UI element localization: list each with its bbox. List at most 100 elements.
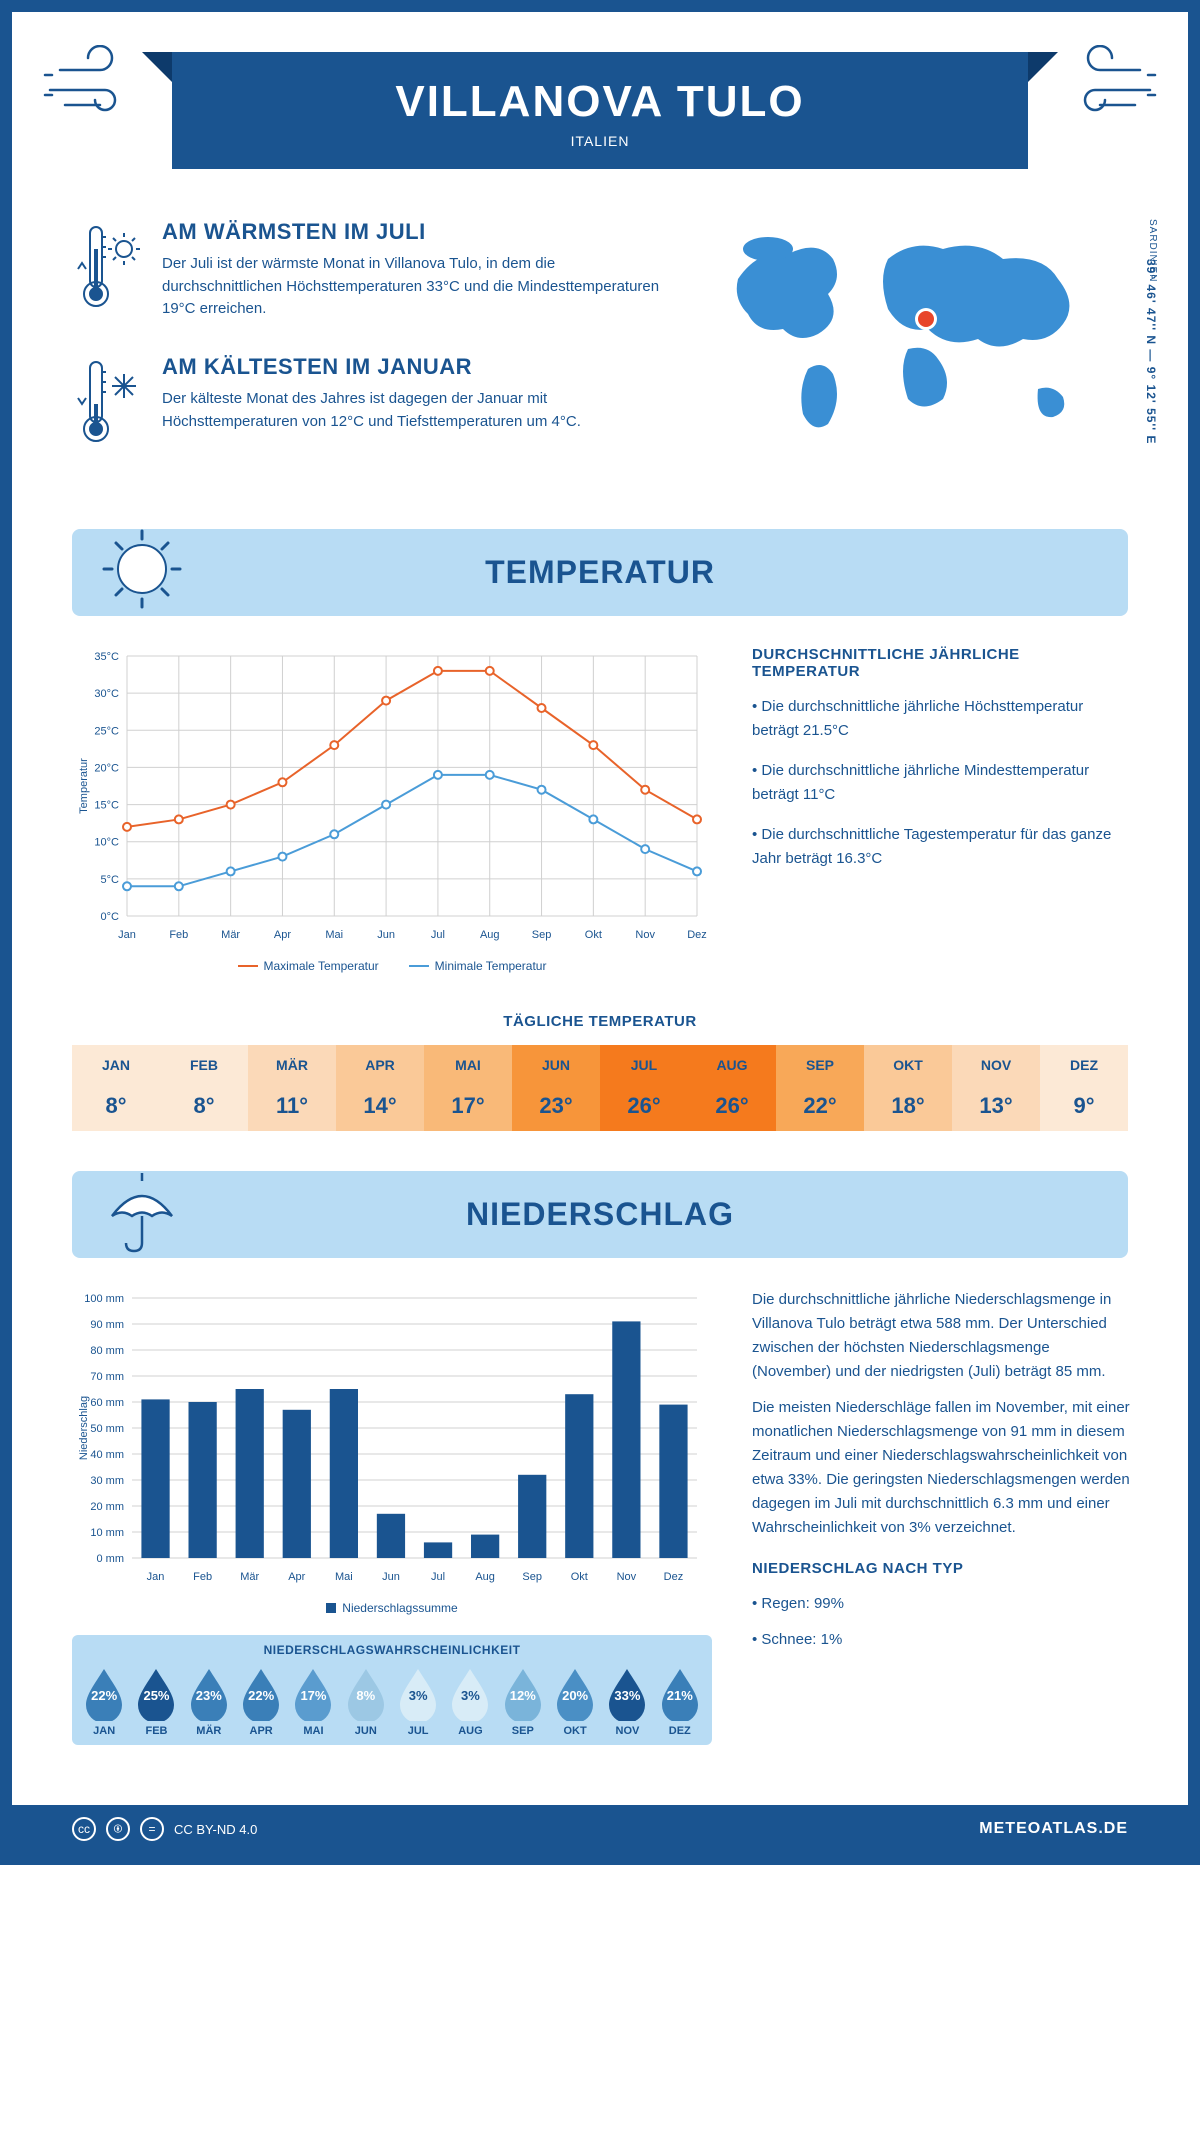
- svg-text:Jul: Jul: [431, 1571, 445, 1583]
- temp-cell: FEB8°: [160, 1045, 248, 1131]
- svg-text:Apr: Apr: [274, 929, 291, 941]
- svg-text:Nov: Nov: [635, 929, 655, 941]
- precip-type-title: NIEDERSCHLAG NACH TYP: [752, 1560, 1132, 1577]
- svg-text:30 mm: 30 mm: [90, 1475, 124, 1487]
- warmest-title: AM WÄRMSTEN IM JULI: [162, 219, 668, 245]
- svg-text:Aug: Aug: [480, 929, 500, 941]
- svg-text:Okt: Okt: [585, 929, 602, 941]
- svg-text:50 mm: 50 mm: [90, 1423, 124, 1435]
- temp-info-title: DURCHSCHNITTLICHE JÄHRLICHE TEMPERATUR: [752, 646, 1132, 680]
- svg-text:100 mm: 100 mm: [84, 1293, 124, 1305]
- svg-text:Jun: Jun: [382, 1571, 400, 1583]
- svg-text:Mai: Mai: [335, 1571, 353, 1583]
- svg-text:Aug: Aug: [475, 1571, 495, 1583]
- svg-text:35°C: 35°C: [94, 651, 119, 663]
- by-icon: 🅯: [106, 1817, 130, 1841]
- probability-drop: 23%MÄR: [185, 1665, 233, 1737]
- svg-text:Jan: Jan: [147, 1571, 165, 1583]
- cc-icon: cc: [72, 1817, 96, 1841]
- temperature-banner: TEMPERATUR: [72, 529, 1128, 616]
- svg-text:10 mm: 10 mm: [90, 1527, 124, 1539]
- probability-drop: 3%JUL: [394, 1665, 442, 1737]
- temp-cell: MAI17°: [424, 1045, 512, 1131]
- precipitation-title: NIEDERSCHLAG: [112, 1196, 1088, 1233]
- coldest-title: AM KÄLTESTEN IM JANUAR: [162, 354, 668, 380]
- svg-text:Okt: Okt: [571, 1571, 588, 1583]
- temp-chart-legend: Maximale Temperatur Minimale Temperatur: [72, 959, 712, 973]
- svg-text:80 mm: 80 mm: [90, 1345, 124, 1357]
- svg-text:15°C: 15°C: [94, 800, 119, 812]
- svg-text:70 mm: 70 mm: [90, 1371, 124, 1383]
- precip-chart-legend: Niederschlagssumme: [72, 1601, 712, 1615]
- nd-icon: =: [140, 1817, 164, 1841]
- location-title: VILLANOVA TULO: [212, 77, 988, 127]
- precipitation-bar-chart: 0 mm 10 mm 20 mm 30 mm 40 mm 50 mm 60 mm 70 mm 8…: [72, 1288, 712, 1588]
- svg-text:25°C: 25°C: [94, 725, 119, 737]
- temp-bullet-1: • Die durchschnittliche jährliche Höchst…: [752, 695, 1132, 743]
- svg-text:90 mm: 90 mm: [90, 1319, 124, 1331]
- coordinates-label: 39° 46' 47'' N — 9° 12' 55'' E: [1144, 259, 1158, 444]
- probability-drop: 33%NOV: [603, 1665, 651, 1737]
- probability-drop: 20%OKT: [551, 1665, 599, 1737]
- temp-bullet-2: • Die durchschnittliche jährliche Mindes…: [752, 759, 1132, 807]
- temp-cell: JAN8°: [72, 1045, 160, 1131]
- coldest-text: Der kälteste Monat des Jahres ist dagege…: [162, 388, 668, 433]
- svg-text:Mär: Mär: [240, 1571, 259, 1583]
- thermometer-sun-icon: [72, 219, 142, 319]
- temp-cell: OKT18°: [864, 1045, 952, 1131]
- probability-title: NIEDERSCHLAGSWAHRSCHEINLICHKEIT: [80, 1643, 704, 1657]
- legend-max: Maximale Temperatur: [264, 959, 379, 973]
- daily-temp-title: TÄGLICHE TEMPERATUR: [12, 1013, 1188, 1030]
- country-subtitle: ITALIEN: [212, 133, 988, 149]
- svg-text:30°C: 30°C: [94, 688, 119, 700]
- site-name: METEOATLAS.DE: [979, 1820, 1128, 1838]
- svg-text:5°C: 5°C: [101, 874, 120, 886]
- page-header: VILLANOVA TULO ITALIEN: [172, 52, 1028, 169]
- svg-text:40 mm: 40 mm: [90, 1449, 124, 1461]
- page-footer: cc 🅯 = CC BY-ND 4.0 METEOATLAS.DE: [12, 1805, 1188, 1853]
- temp-cell: JUN23°: [512, 1045, 600, 1131]
- warmest-text: Der Juli ist der wärmste Monat in Villan…: [162, 253, 668, 321]
- legend-precip: Niederschlagssumme: [342, 1601, 457, 1615]
- wind-icon: [1040, 45, 1160, 125]
- svg-text:Jul: Jul: [431, 929, 445, 941]
- probability-drop: 8%JUN: [342, 1665, 390, 1737]
- svg-text:20°C: 20°C: [94, 762, 119, 774]
- precipitation-probability-box: NIEDERSCHLAGSWAHRSCHEINLICHKEIT 22%JAN25…: [72, 1635, 712, 1745]
- svg-text:Feb: Feb: [169, 929, 188, 941]
- temp-cell: JUL26°: [600, 1045, 688, 1131]
- svg-text:Mär: Mär: [221, 929, 240, 941]
- temperature-line-chart: 0°C5°C10°C15°C20°C25°C30°C35°CJanFebMärA…: [72, 646, 712, 946]
- temp-cell: NOV13°: [952, 1045, 1040, 1131]
- svg-text:Sep: Sep: [522, 1571, 542, 1583]
- svg-text:Temperatur: Temperatur: [78, 758, 90, 814]
- probability-drop: 25%FEB: [132, 1665, 180, 1737]
- probability-drop: 17%MAI: [289, 1665, 337, 1737]
- svg-text:Jun: Jun: [377, 929, 395, 941]
- temp-cell: MÄR11°: [248, 1045, 336, 1131]
- coldest-fact: AM KÄLTESTEN IM JANUAR Der kälteste Mona…: [72, 354, 668, 459]
- precip-text-1: Die durchschnittliche jährliche Niedersc…: [752, 1288, 1132, 1384]
- world-map-icon: [708, 219, 1128, 449]
- svg-text:0°C: 0°C: [101, 911, 120, 923]
- probability-drop: 22%JAN: [80, 1665, 128, 1737]
- temp-cell: SEP22°: [776, 1045, 864, 1131]
- svg-text:Sep: Sep: [532, 929, 552, 941]
- top-facts-section: AM WÄRMSTEN IM JULI Der Juli ist der wär…: [12, 219, 1188, 529]
- svg-text:0 mm: 0 mm: [97, 1553, 125, 1565]
- svg-text:Nov: Nov: [617, 1571, 637, 1583]
- temp-cell: DEZ9°: [1040, 1045, 1128, 1131]
- precipitation-banner: NIEDERSCHLAG: [72, 1171, 1128, 1258]
- svg-text:Apr: Apr: [288, 1571, 305, 1583]
- precip-type-1: • Regen: 99%: [752, 1592, 1132, 1616]
- temp-bullet-3: • Die durchschnittliche Tagestemperatur …: [752, 823, 1132, 871]
- probability-drop: 3%AUG: [446, 1665, 494, 1737]
- legend-min: Minimale Temperatur: [435, 959, 547, 973]
- sun-icon: [92, 529, 192, 616]
- temp-cell: AUG26°: [688, 1045, 776, 1131]
- svg-text:Dez: Dez: [664, 1571, 684, 1583]
- svg-text:20 mm: 20 mm: [90, 1501, 124, 1513]
- svg-text:60 mm: 60 mm: [90, 1397, 124, 1409]
- warmest-fact: AM WÄRMSTEN IM JULI Der Juli ist der wär…: [72, 219, 668, 324]
- probability-drop: 22%APR: [237, 1665, 285, 1737]
